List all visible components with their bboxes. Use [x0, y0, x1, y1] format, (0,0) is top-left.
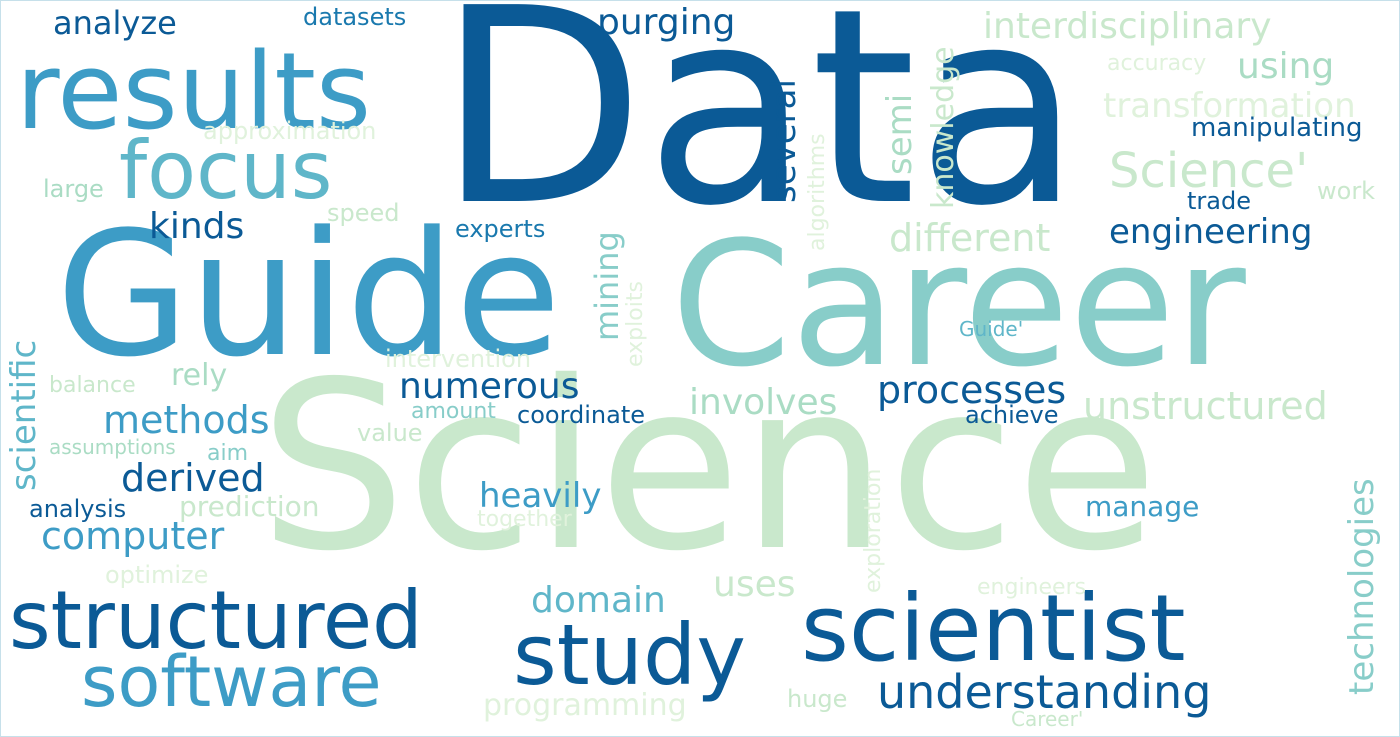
word-value: value [357, 419, 423, 447]
word-data: Data [437, 0, 1082, 265]
word-software: software [81, 641, 382, 723]
word-uses: uses [713, 564, 796, 605]
word-programming: programming [483, 688, 687, 723]
word-balance: balance [49, 373, 136, 398]
word-huge: huge [787, 685, 848, 713]
word-involves: involves [689, 382, 838, 423]
word-kinds: kinds [149, 206, 245, 247]
word-career: Career [671, 204, 1246, 405]
word-semi: semi [880, 93, 920, 175]
word-understanding: understanding [877, 665, 1212, 719]
word-results: results [16, 30, 372, 153]
word-derived: derived [121, 456, 265, 500]
word-methods: methods [103, 398, 270, 442]
word-career-quote: Career' [1011, 707, 1084, 731]
word-several: several [764, 79, 804, 203]
word-trade: trade [1187, 187, 1251, 215]
word-speed: speed [327, 199, 400, 227]
word-algorithms: algorithms [805, 133, 830, 251]
word-together: together [477, 507, 572, 532]
word-numerous: numerous [399, 366, 580, 407]
word-achieve: achieve [965, 401, 1059, 429]
word-exploits: exploits [623, 281, 648, 367]
word-using: using [1237, 46, 1335, 87]
word-experts: experts [455, 215, 546, 243]
word-approximation: approximation [203, 117, 377, 145]
word-structured: structured [9, 574, 423, 667]
word-assumptions: assumptions [49, 435, 176, 459]
word-intervention: intervention [385, 345, 532, 373]
word-knowledge: knowledge [926, 46, 961, 209]
word-accuracy: accuracy [1107, 51, 1207, 76]
word-manipulating: manipulating [1191, 113, 1363, 143]
word-engineering: engineering [1109, 212, 1313, 252]
word-interdisciplinary: interdisciplinary [983, 6, 1272, 47]
word-different: different [889, 216, 1051, 260]
word-focus: focus [119, 124, 333, 217]
word-large: large [43, 175, 104, 203]
word-exploration: exploration [861, 468, 886, 593]
word-domain: domain [531, 580, 666, 621]
word-work: work [1317, 177, 1376, 205]
word-amount: amount [411, 399, 496, 424]
word-science-quote: Science' [1109, 143, 1309, 199]
word-scientist: scientist [801, 575, 1186, 682]
word-analysis: analysis [29, 495, 127, 523]
word-manage: manage [1085, 490, 1200, 523]
word-analyze: analyze [53, 4, 177, 42]
word-guide: Guide [56, 194, 562, 395]
word-mining: mining [588, 231, 626, 341]
word-aim: aim [207, 441, 249, 466]
word-datasets: datasets [303, 3, 407, 31]
word-computer: computer [41, 514, 225, 558]
word-study: study [513, 606, 746, 704]
word-optimize: optimize [105, 561, 209, 589]
word-guide-quote: Guide' [959, 317, 1024, 341]
word-coordinate: coordinate [517, 401, 646, 429]
word-transformation: transformation [1103, 86, 1356, 126]
word-scientific: scientific [4, 339, 44, 491]
word-unstructured: unstructured [1083, 384, 1328, 428]
word-technologies: technologies [1342, 478, 1382, 695]
word-rely: rely [171, 358, 228, 393]
word-heavily: heavily [479, 476, 602, 516]
word-processes: processes [877, 368, 1067, 412]
word-prediction: prediction [179, 490, 320, 523]
word-science: Science [259, 332, 1159, 602]
word-engineers: engineers [977, 575, 1087, 600]
word-purging: purging [597, 2, 736, 43]
